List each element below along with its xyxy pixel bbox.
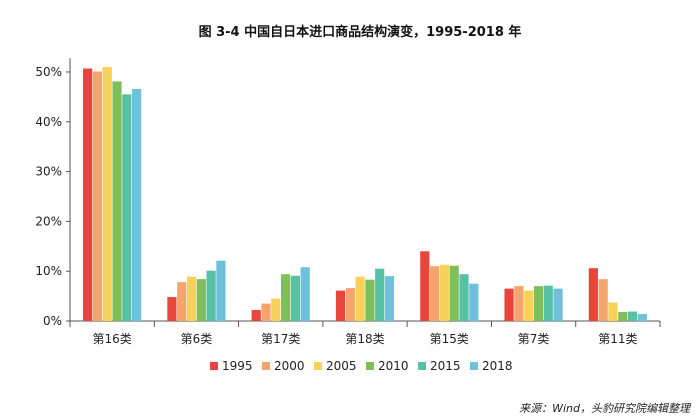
x-tick-label: 第15类 (430, 332, 469, 346)
bar (271, 298, 281, 321)
bar (281, 274, 291, 321)
bar (504, 288, 514, 322)
legend-swatch (314, 362, 322, 370)
y-tick-label: 50% (35, 65, 62, 79)
legend-swatch (210, 362, 218, 370)
bar (375, 268, 385, 321)
bar (514, 286, 524, 321)
bar (618, 312, 628, 321)
bar (365, 279, 375, 321)
legend-swatch (470, 362, 478, 370)
legend-swatch (418, 362, 426, 370)
bar (598, 279, 608, 321)
legend-swatch (366, 362, 374, 370)
bar (533, 286, 544, 321)
bar (637, 314, 647, 321)
legend-label: 2015 (430, 359, 461, 373)
legend-label: 2010 (378, 359, 409, 373)
bar (300, 267, 310, 321)
bar (290, 275, 301, 321)
bar (251, 310, 261, 321)
source-note: 来源：Wind，头豹研究院编辑整理 (519, 402, 692, 415)
bar (429, 266, 440, 321)
bar (102, 66, 112, 321)
x-tick-label: 第18类 (345, 332, 384, 346)
bar (355, 276, 365, 321)
bar (122, 94, 132, 322)
bar (112, 81, 122, 321)
bar (588, 268, 598, 321)
bar (167, 297, 177, 321)
y-tick-label: 0% (43, 314, 62, 328)
y-tick-label: 10% (35, 264, 62, 278)
y-tick-label: 20% (35, 214, 62, 228)
bar (449, 265, 459, 321)
bar (553, 288, 563, 322)
x-tick-label: 第16类 (93, 332, 132, 346)
x-tick-label: 第6类 (181, 332, 213, 346)
bar (420, 251, 430, 321)
x-tick-label: 第11类 (598, 332, 637, 346)
bar (384, 276, 395, 321)
bar (335, 290, 346, 321)
bar (216, 260, 226, 321)
bar (627, 311, 638, 321)
y-tick-label: 40% (35, 115, 62, 129)
legend-label: 2018 (482, 359, 513, 373)
x-tick-label: 第7类 (518, 332, 550, 346)
chart-title: 图 3-4 中国自日本进口商品结构演变，1995-2018 年 (199, 24, 522, 40)
y-tick-label: 30% (35, 165, 62, 179)
bar (608, 302, 618, 321)
legend-label: 2005 (326, 359, 357, 373)
bar (524, 290, 534, 321)
legend-label: 2000 (274, 359, 305, 373)
bar (543, 285, 553, 321)
bar (345, 288, 355, 321)
bar (132, 88, 142, 322)
bar (196, 279, 206, 321)
bar (459, 274, 469, 321)
x-tick-label: 第17类 (261, 332, 300, 346)
bar (83, 68, 93, 321)
legend-label: 1995 (222, 359, 253, 373)
bar (92, 71, 103, 322)
bar (206, 270, 216, 321)
bar (177, 282, 187, 321)
bar (261, 303, 271, 321)
bar (439, 264, 449, 321)
bar (186, 276, 197, 321)
legend-swatch (262, 362, 270, 370)
bar (469, 283, 479, 321)
